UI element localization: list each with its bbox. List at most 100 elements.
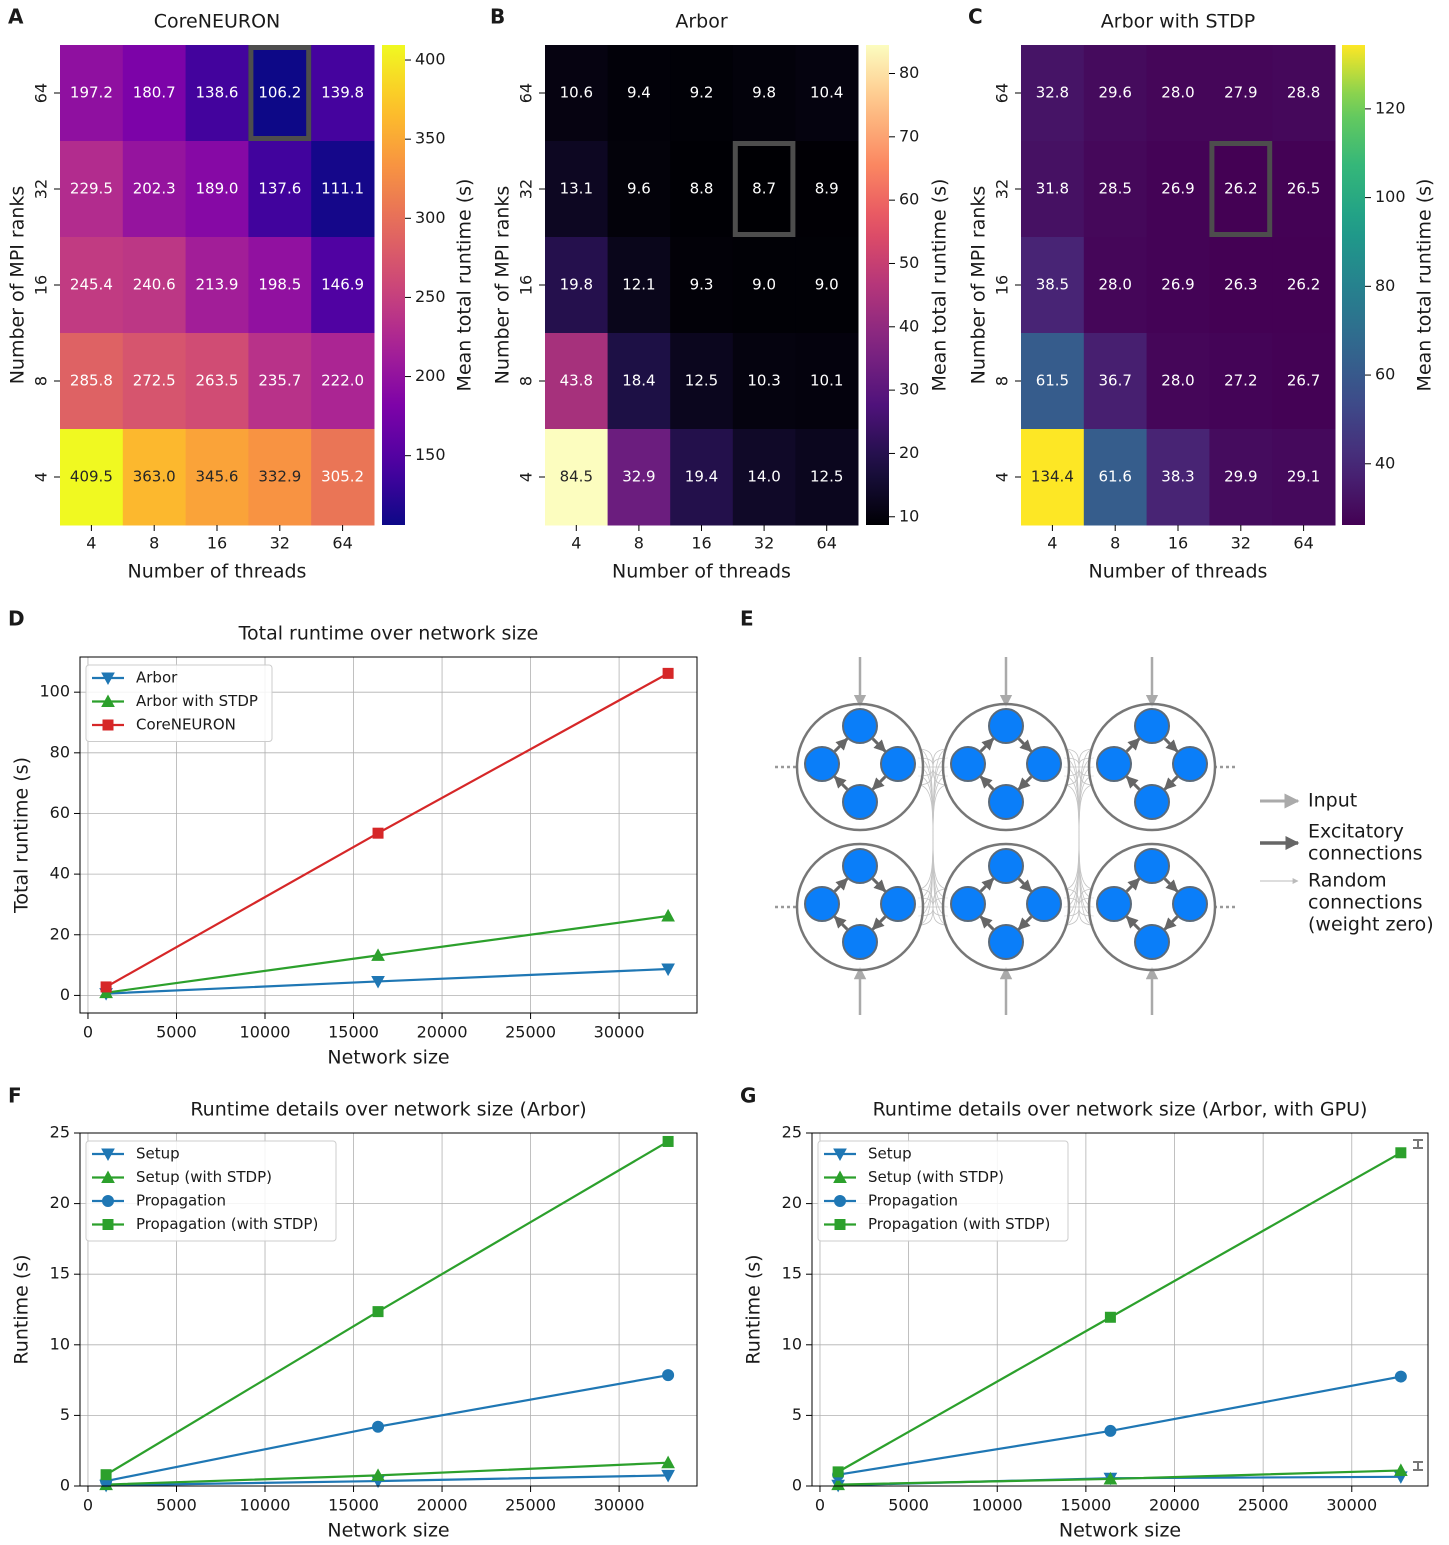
cell-label: 363.0	[133, 468, 176, 486]
cell-label: 26.3	[1224, 276, 1257, 294]
cell-label: 305.2	[321, 468, 364, 486]
y-tick-label: 4	[32, 472, 51, 482]
colorbar-tick-label: 30	[899, 380, 919, 399]
excitatory-arrow	[979, 775, 995, 791]
x-tick-label: 0	[83, 1496, 93, 1515]
legend-marker	[101, 694, 115, 707]
legend-label: Setup	[136, 1145, 180, 1163]
x-tick-label: 64	[817, 534, 837, 553]
heatmap-cell	[311, 45, 375, 142]
heatmap-cell	[185, 237, 249, 334]
chart-title: Arbor	[675, 11, 727, 33]
colorbar-tick-label: 120	[1375, 98, 1406, 117]
heatmap-cell	[1146, 429, 1210, 526]
heatmap-cell	[1021, 429, 1085, 526]
heatmap-cell	[122, 237, 187, 334]
heatmap-cell	[795, 333, 859, 430]
x-tick-label: 5000	[156, 1496, 197, 1515]
x-tick-label: 8	[149, 534, 159, 553]
neuron	[988, 848, 1024, 884]
heatmap-cell	[311, 141, 375, 238]
excitatory-arrow	[979, 737, 995, 753]
x-tick-label: 8	[1110, 534, 1120, 553]
excitatory-arrow	[1017, 775, 1033, 791]
y-axis-label: Number of MPI ranks	[7, 186, 29, 385]
heatmap-cell	[607, 237, 671, 334]
chart-title: Runtime details over network size (Arbor…	[190, 1099, 586, 1121]
marker	[1104, 1424, 1117, 1437]
y-axis-label: Total runtime (s)	[11, 757, 33, 914]
heatmap-cell	[1021, 45, 1085, 142]
cell-label: 61.6	[1098, 468, 1131, 486]
x-tick-label: 30000	[1326, 1496, 1377, 1515]
x-tick-label: 64	[332, 534, 352, 553]
y-tick-label: 16	[517, 275, 536, 295]
x-tick-label: 25000	[505, 1496, 556, 1515]
cell-label: 29.1	[1287, 468, 1320, 486]
group-circle	[941, 842, 1071, 972]
chart-title: Runtime details over network size (Arbor…	[873, 1099, 1368, 1121]
x-tick-label: 30000	[594, 1496, 645, 1515]
heatmap-cell	[1209, 333, 1273, 430]
cell-label: 28.0	[1161, 84, 1194, 102]
heatmap-cell	[1272, 141, 1336, 238]
cell-label: 32.8	[1036, 84, 1069, 102]
heatmap-cell	[545, 45, 609, 142]
excitatory-arrow	[871, 915, 887, 931]
cell-label: 240.6	[133, 276, 176, 294]
colorbar-tick-label: 40	[899, 316, 919, 335]
random-connection	[1063, 748, 1095, 926]
excitatory-arrow	[1125, 775, 1141, 791]
x-tick-label: 4	[86, 534, 96, 553]
neuron	[1134, 848, 1170, 884]
colorbar-tick-label: 80	[899, 63, 919, 82]
excitatory-arrow	[1163, 737, 1179, 753]
legend-label: Propagation	[868, 1192, 958, 1210]
y-tick-label: 32	[32, 179, 51, 199]
marker	[661, 1455, 675, 1469]
x-tick-label: 0	[83, 1023, 93, 1042]
cell-label: 26.9	[1161, 180, 1194, 198]
neuron	[1172, 886, 1208, 922]
heatmap-cell	[732, 333, 796, 430]
heatmap-cell	[1021, 141, 1085, 238]
y-axis-label: Number of MPI ranks	[492, 186, 514, 385]
cell-label: 189.0	[196, 180, 239, 198]
y-tick-label: 60	[50, 803, 70, 822]
colorbar-tick-label: 70	[899, 126, 919, 145]
colorbar-tick-label: 50	[899, 253, 919, 272]
cell-label: 26.7	[1287, 372, 1320, 390]
marker	[372, 1420, 385, 1433]
heatmap-cell	[122, 333, 187, 430]
x-tick-label: 10000	[972, 1496, 1023, 1515]
cell-label: 202.3	[133, 180, 176, 198]
heatmap-cell	[185, 141, 249, 238]
y-axis-label: Runtime (s)	[11, 1254, 33, 1364]
cell-label: 28.5	[1098, 180, 1131, 198]
heatmap-cell	[1083, 45, 1148, 142]
group-circle	[1087, 702, 1217, 832]
x-tick-label: 25000	[1238, 1496, 1289, 1515]
chart-title: Arbor with STDP	[1101, 11, 1255, 33]
neuron	[804, 886, 840, 922]
group-circle	[795, 702, 925, 832]
legend-marker	[102, 1219, 114, 1230]
y-tick-label: 32	[993, 179, 1012, 199]
legend-box	[85, 664, 273, 742]
x-axis-label: Number of threads	[128, 561, 307, 583]
heatmap-cell	[1083, 333, 1148, 430]
marker	[1104, 1311, 1116, 1323]
y-tick-label: 0	[792, 1476, 802, 1495]
y-tick-label: 80	[50, 742, 70, 761]
colorbar-tick-label: 200	[415, 366, 446, 385]
excitatory-arrow	[833, 877, 849, 893]
excitatory-arrow	[871, 877, 887, 893]
neuron	[1172, 746, 1208, 782]
cell-label: 9.8	[752, 84, 776, 102]
cell-label: 272.5	[133, 372, 176, 390]
x-tick-label: 4	[1047, 534, 1057, 553]
heatmap-cell	[545, 237, 609, 334]
panel-label: G	[740, 1084, 756, 1108]
